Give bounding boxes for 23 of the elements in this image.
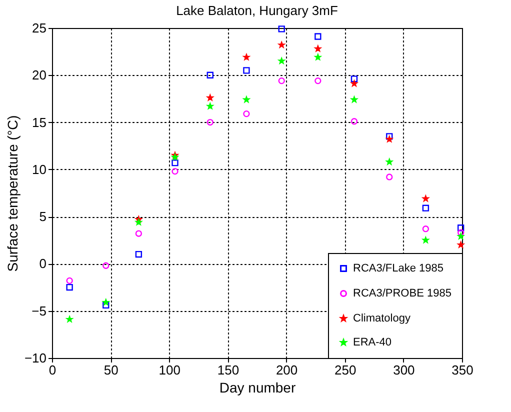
x-tick-label: 250 — [334, 362, 356, 378]
legend-label: Climatology — [353, 312, 411, 324]
legend-label: ERA-40 — [353, 336, 392, 348]
x-tick-label: 150 — [217, 362, 240, 378]
legend-label: RCA3/PROBE 1985 — [353, 288, 452, 300]
legend-label: RCA3/FLake 1985 — [353, 262, 444, 274]
y-tick-label: 20 — [32, 68, 46, 83]
y-tick-label: 15 — [32, 114, 46, 130]
x-tick-label: 50 — [104, 362, 118, 378]
x-tick-label: 300 — [393, 362, 415, 378]
x-tick-label: 0 — [48, 362, 56, 378]
x-tick-label: 350 — [452, 362, 474, 378]
chart-title: Lake Balaton, Hungary 3mF — [176, 3, 338, 18]
x-tick-label: 200 — [276, 362, 298, 378]
y-tick-label: 0 — [39, 256, 46, 272]
y-tick-label: −10 — [24, 350, 46, 366]
y-tick-label: −5 — [32, 303, 46, 318]
y-tick-label: 10 — [32, 162, 46, 177]
y-tick-label: 25 — [32, 20, 46, 36]
y-tick-label: 5 — [39, 209, 46, 224]
y-axis-title: Surface temperature (°C) — [4, 115, 20, 272]
x-tick-label: 100 — [158, 362, 180, 378]
x-axis-title: Day number — [219, 380, 296, 396]
